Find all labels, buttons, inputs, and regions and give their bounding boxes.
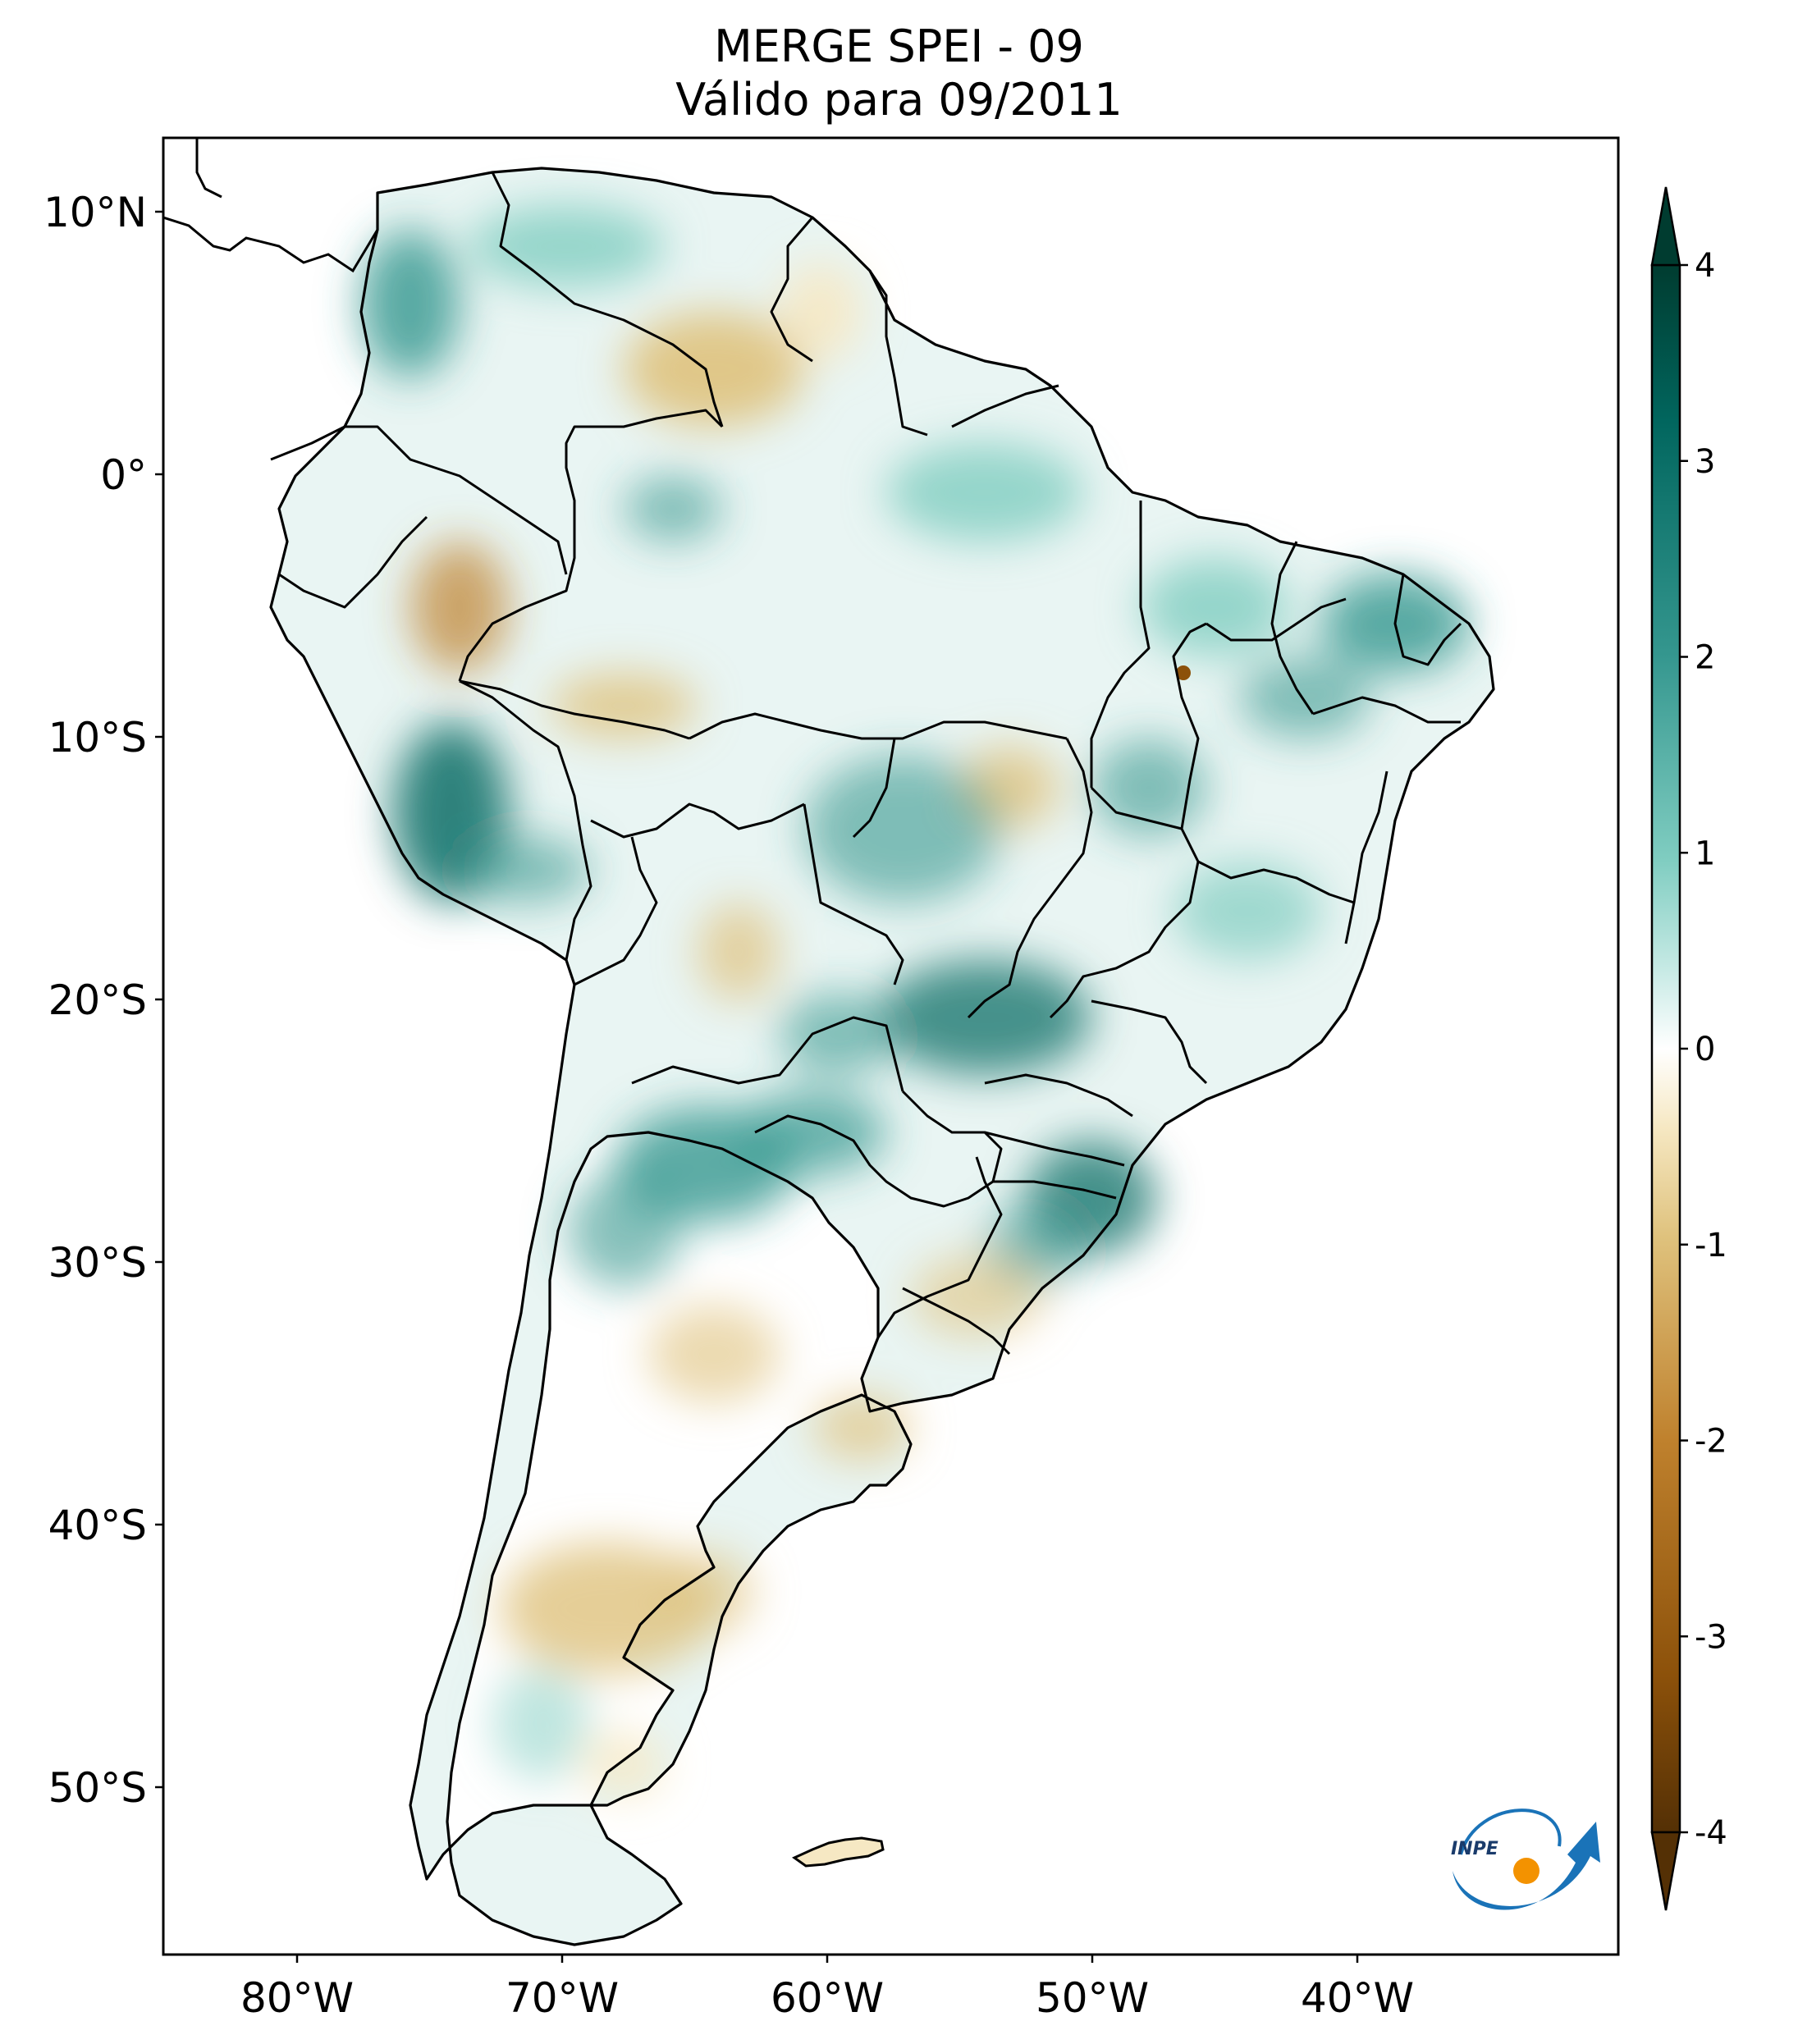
colorbar-ticks: 4 3 2 1 0 -1 -2 -3 -4 <box>1680 247 1727 1852</box>
colorbar-extend-bottom <box>1650 1831 1681 1911</box>
inpe-logo: INPE <box>1451 1809 1600 1910</box>
y-axis: 10°N 0° 10°S 20°S 30°S 40°S 50°S <box>43 189 163 1812</box>
y-tick-label: 50°S <box>48 1764 147 1812</box>
spei-field <box>361 205 1469 1797</box>
colorbar-tick-label: -4 <box>1695 1814 1727 1852</box>
colorbar-extend-top <box>1650 186 1681 267</box>
colorbar-tick-label: -2 <box>1695 1423 1727 1461</box>
x-tick-label: 70°W <box>506 1974 619 2022</box>
map-title-line2: Válido para 09/2011 <box>675 74 1123 126</box>
colorbar-tick-label: -3 <box>1695 1618 1727 1656</box>
dry-spot <box>1176 665 1191 680</box>
y-tick-label: 30°S <box>48 1239 147 1287</box>
y-tick-label: 40°S <box>48 1502 147 1549</box>
y-tick-label: 10°N <box>43 189 147 236</box>
x-axis: 80°W 70°W 60°W 50°W 40°W <box>240 1955 1414 2022</box>
central-america <box>163 138 379 273</box>
inpe-logo-swoosh <box>1453 1822 1600 1910</box>
falkland-islands <box>792 1836 885 1868</box>
colorbar-tick-label: 3 <box>1695 443 1715 481</box>
inpe-logo-sun <box>1513 1858 1540 1884</box>
colorbar-tick-label: 2 <box>1695 639 1715 677</box>
colorbar-body <box>1650 263 1681 1834</box>
x-tick-label: 80°W <box>240 1974 354 2022</box>
colorbar-tick-label: 4 <box>1695 247 1715 285</box>
political-borders <box>270 171 1462 1356</box>
colorbar-tick-label: 1 <box>1695 835 1715 872</box>
colorbar-tick-label: 0 <box>1695 1031 1715 1068</box>
x-tick-label: 40°W <box>1301 1974 1414 2022</box>
y-tick-label: 0° <box>100 451 147 499</box>
colorbar: 4 3 2 1 0 -1 -2 -3 -4 <box>1650 186 1727 1911</box>
map-title-line1: MERGE SPEI - 09 <box>714 21 1084 72</box>
x-tick-label: 50°W <box>1036 1974 1149 2022</box>
x-tick-label: 60°W <box>771 1974 884 2022</box>
coastline <box>269 167 1495 1946</box>
map-frame <box>162 136 1620 1956</box>
y-tick-label: 10°S <box>48 714 147 761</box>
y-tick-label: 20°S <box>48 976 147 1024</box>
colorbar-tick-label: -1 <box>1695 1227 1727 1264</box>
inpe-logo-text: INPE <box>1451 1839 1498 1859</box>
inpe-logo-orbit <box>1459 1809 1562 1855</box>
